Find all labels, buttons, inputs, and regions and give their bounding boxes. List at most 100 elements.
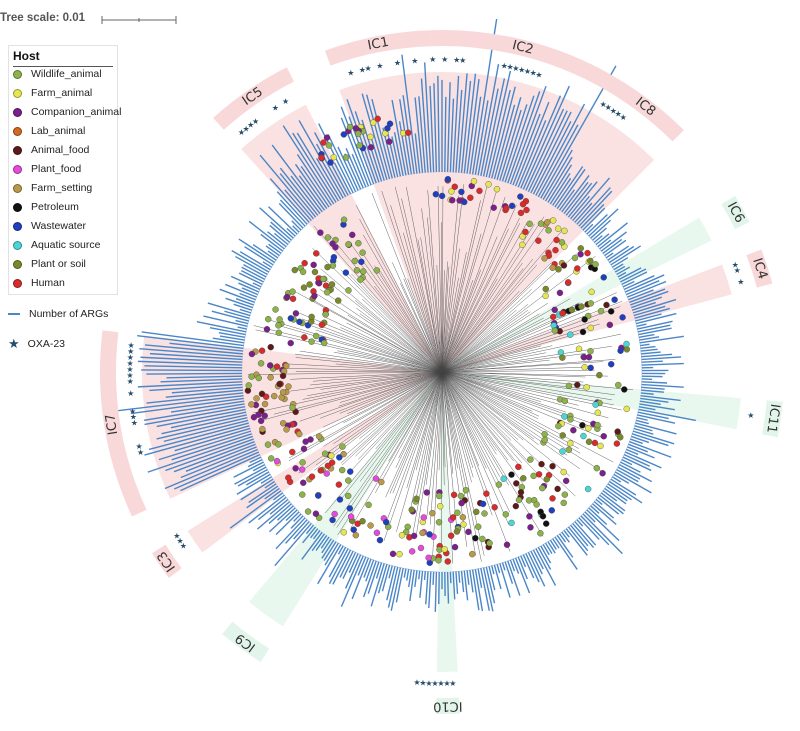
arg-bar: [386, 129, 399, 178]
arg-bar: [604, 487, 627, 505]
host-tip-dot: [405, 129, 412, 136]
arg-bar: [399, 99, 413, 175]
branch: [446, 399, 476, 556]
arg-bar: [229, 490, 282, 529]
host-tip-dot: [283, 362, 290, 370]
arg-bar: [327, 134, 357, 192]
arg-bar: [485, 70, 512, 178]
star-icon: ★: [130, 413, 137, 422]
host-tip-dot: [550, 322, 558, 329]
arg-bar: [365, 94, 391, 180]
branch: [447, 400, 482, 562]
branch: [463, 373, 584, 383]
host-tip-dot: [367, 522, 374, 529]
star-icon: ★: [126, 365, 133, 374]
host-tip-dot: [323, 470, 330, 477]
host-tip-dot: [360, 268, 367, 275]
host-tip-dot: [315, 492, 322, 499]
branch: [455, 381, 535, 440]
host-tip-dot: [577, 251, 584, 258]
arg-bar: [616, 266, 631, 276]
arg-bar: [635, 312, 677, 325]
branch: [294, 310, 420, 364]
host-tip-dot: [329, 262, 337, 269]
host-tip-dot: [542, 292, 549, 300]
host-tip-dot: [444, 558, 451, 565]
branch: [307, 375, 422, 396]
arg-bar: [572, 522, 595, 549]
branch: [398, 384, 436, 459]
host-tip-dot: [292, 465, 299, 472]
branch: [451, 392, 511, 513]
star-icon: ★: [347, 69, 354, 78]
arg-bar: [455, 89, 463, 173]
host-tip-dot: [539, 484, 546, 492]
arg-bar: [602, 490, 618, 502]
arg-bar: [582, 513, 623, 555]
branch: [415, 386, 439, 471]
arg-bar: [268, 503, 292, 524]
arg-bar: [455, 571, 459, 594]
tree-scale-bar: [101, 16, 177, 24]
host-tip-dot: [549, 264, 556, 271]
arg-bar: [641, 356, 682, 361]
host-tip-dot: [587, 348, 594, 355]
arg-bar: [235, 255, 268, 276]
host-tip-dot: [560, 262, 568, 269]
host-tip-dot: [458, 499, 465, 507]
arg-bar: [474, 100, 489, 175]
arg-bar: [634, 307, 670, 319]
host-tip-dot: [299, 459, 306, 466]
arg-bar: [332, 549, 352, 585]
oxa-23-markers: ★ ★★ ★ ★ ★ ★ ★ ★★★★★★★★★★★★★★★★★★★★★★★★★★★★★★★★…: [126, 55, 754, 688]
arg-bar: [635, 313, 662, 322]
arg-bar: [641, 351, 661, 355]
host-tip-dot: [396, 550, 403, 558]
host-tip-dot: [549, 313, 557, 321]
host-tip-dot: [266, 362, 274, 369]
arg-bar: [641, 389, 664, 393]
branch: [455, 288, 532, 360]
branch: [385, 390, 434, 498]
branch: [465, 319, 599, 365]
host-tip-dot: [479, 535, 486, 543]
arg-bar: [241, 287, 258, 296]
host-tip-dot: [603, 301, 610, 309]
arg-bar: [328, 548, 349, 585]
branch: [467, 385, 614, 463]
branch: [427, 217, 441, 349]
arg-bar: [633, 305, 666, 317]
host-tip-dot: [279, 372, 287, 380]
host-tip-dot: [597, 442, 604, 450]
arg-bar: [631, 296, 662, 309]
host-tip-dot: [549, 217, 557, 224]
host-tip-dot: [359, 518, 366, 525]
branch: [441, 186, 444, 345]
arg-bar: [212, 337, 245, 344]
arg-bar: [517, 556, 528, 580]
arg-bar: [163, 419, 249, 443]
branch: [461, 387, 570, 477]
host-tip-dot: [299, 491, 306, 498]
branch: [447, 233, 482, 352]
host-tip-dot: [344, 492, 352, 500]
host-tip-dot: [548, 507, 555, 514]
arg-bar: [530, 111, 572, 194]
host-tip-dot: [289, 288, 296, 295]
arg-bar: [279, 199, 306, 227]
arg-bar: [312, 530, 321, 540]
arg-bar: [147, 435, 253, 473]
host-tip-dot: [585, 425, 592, 432]
star-icon: ★: [453, 55, 460, 64]
branch: [436, 265, 442, 356]
legend-swatch-icon: [13, 145, 22, 155]
arg-bar: [225, 283, 257, 298]
arg-bar: [631, 433, 669, 447]
arg-bar: [463, 73, 477, 174]
arg-bar: [452, 75, 460, 173]
branch: [451, 385, 509, 461]
branch: [388, 385, 435, 462]
arg-bar: [273, 232, 289, 246]
host-tip-dot: [549, 463, 556, 470]
arg-bar: [357, 556, 367, 576]
